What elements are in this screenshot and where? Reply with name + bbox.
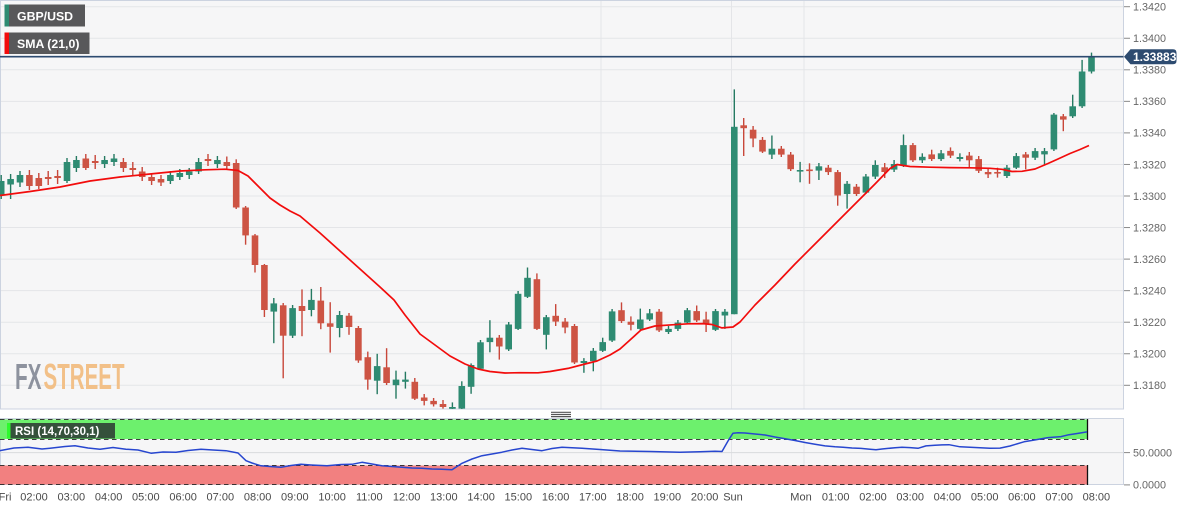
svg-text:08:00: 08:00 bbox=[244, 492, 272, 504]
svg-text:18:00: 18:00 bbox=[616, 492, 644, 504]
svg-text:06:00: 06:00 bbox=[169, 492, 197, 504]
svg-text:1.3300: 1.3300 bbox=[1133, 191, 1166, 203]
svg-text:RSI (14,70,30,1): RSI (14,70,30,1) bbox=[15, 426, 100, 438]
svg-text:1.3180: 1.3180 bbox=[1133, 380, 1166, 392]
svg-text:1.33883: 1.33883 bbox=[1133, 50, 1177, 64]
svg-text:50.0000: 50.0000 bbox=[1133, 447, 1172, 459]
svg-text:09:00: 09:00 bbox=[281, 492, 309, 504]
svg-text:1.3260: 1.3260 bbox=[1133, 254, 1166, 266]
svg-text:FX: FX bbox=[15, 356, 42, 397]
svg-text:Mon: Mon bbox=[790, 492, 811, 504]
svg-text:15:00: 15:00 bbox=[505, 492, 533, 504]
svg-text:1.3320: 1.3320 bbox=[1133, 159, 1166, 171]
svg-text:08:00: 08:00 bbox=[1083, 492, 1111, 504]
svg-text:04:00: 04:00 bbox=[95, 492, 123, 504]
svg-text:13:00: 13:00 bbox=[430, 492, 458, 504]
svg-text:10:00: 10:00 bbox=[318, 492, 346, 504]
svg-text:Sun: Sun bbox=[723, 492, 743, 504]
svg-text:05:00: 05:00 bbox=[132, 492, 160, 504]
svg-text:06:00: 06:00 bbox=[1008, 492, 1036, 504]
svg-text:20:00: 20:00 bbox=[691, 492, 719, 504]
svg-text:01:00: 01:00 bbox=[822, 492, 850, 504]
svg-text:0.0000: 0.0000 bbox=[1133, 480, 1166, 492]
svg-text:1.3240: 1.3240 bbox=[1133, 285, 1166, 297]
svg-text:1.3220: 1.3220 bbox=[1133, 317, 1166, 329]
svg-text:12:00: 12:00 bbox=[393, 492, 421, 504]
svg-text:GBP/USD: GBP/USD bbox=[17, 9, 73, 23]
svg-text:1.3380: 1.3380 bbox=[1133, 65, 1166, 77]
svg-text:11:00: 11:00 bbox=[356, 492, 383, 504]
svg-text:04:00: 04:00 bbox=[934, 492, 962, 504]
svg-text:03:00: 03:00 bbox=[896, 492, 924, 504]
svg-text:1.3340: 1.3340 bbox=[1133, 128, 1166, 140]
svg-text:1.3200: 1.3200 bbox=[1133, 349, 1166, 361]
svg-text:14:00: 14:00 bbox=[467, 492, 495, 504]
svg-text:STREET: STREET bbox=[44, 356, 125, 397]
svg-text:1.3280: 1.3280 bbox=[1133, 222, 1166, 234]
svg-text:1.3400: 1.3400 bbox=[1133, 33, 1166, 45]
svg-text:07:00: 07:00 bbox=[207, 492, 235, 504]
svg-text:1.3360: 1.3360 bbox=[1133, 96, 1166, 108]
svg-text:02:00: 02:00 bbox=[20, 492, 48, 504]
svg-text:1.3420: 1.3420 bbox=[1133, 2, 1166, 14]
svg-text:SMA (21,0): SMA (21,0) bbox=[17, 37, 79, 51]
svg-text:03:00: 03:00 bbox=[58, 492, 86, 504]
svg-text:17:00: 17:00 bbox=[579, 492, 607, 504]
svg-text:19:00: 19:00 bbox=[654, 492, 682, 504]
svg-text:05:00: 05:00 bbox=[971, 492, 999, 504]
svg-text:Fri: Fri bbox=[0, 492, 11, 504]
svg-text:07:00: 07:00 bbox=[1045, 492, 1073, 504]
svg-text:16:00: 16:00 bbox=[542, 492, 570, 504]
svg-text:02:00: 02:00 bbox=[859, 492, 887, 504]
